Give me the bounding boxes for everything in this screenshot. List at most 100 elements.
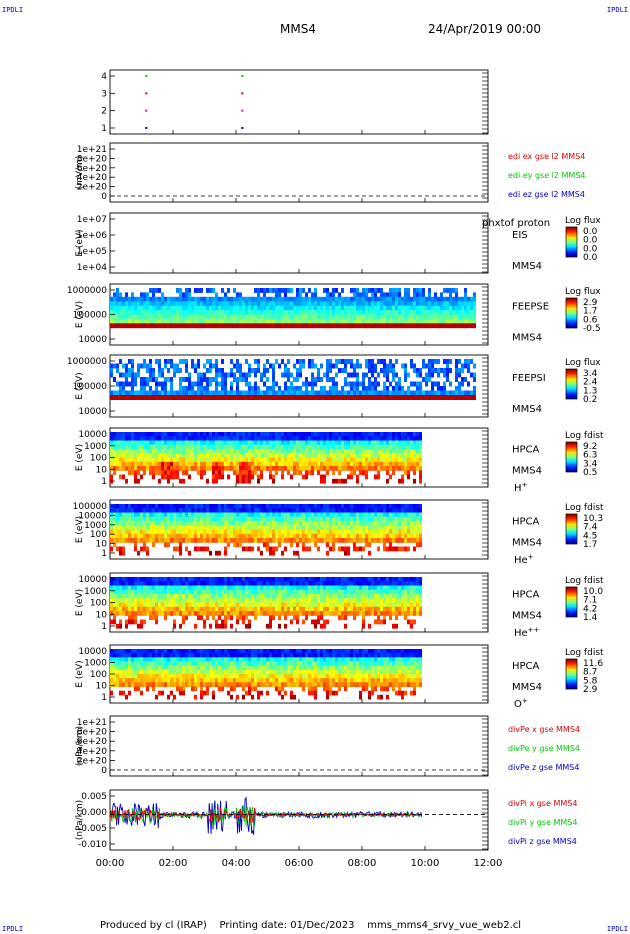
feepsi-heatmap-cell <box>233 377 236 382</box>
hpca-he-heatmap-cell <box>230 525 233 531</box>
feepse-heatmap-cell <box>365 314 368 320</box>
hpca-h-heatmap-cell <box>128 461 131 467</box>
hpca-h-ytick-label: 100 <box>90 454 107 464</box>
feepsi-heatmap-cell <box>299 372 302 378</box>
hpca-hepp-heatmap-cell <box>269 606 272 612</box>
feepse-heatmap-cell <box>176 305 179 311</box>
feepse-heatmap-cell <box>299 301 302 307</box>
hpca-he-heatmap-cell <box>302 521 305 526</box>
hpca-he-heatmap-cell <box>206 504 209 509</box>
feepsi-heatmap-cell <box>125 377 128 382</box>
hpca-he-heatmap-cell <box>395 533 398 539</box>
hpca-he-heatmap-cell <box>242 516 245 522</box>
hpca-hepp-heatmap-cell <box>170 577 173 582</box>
hpca-he-heatmap-cell <box>266 504 269 509</box>
feepsi-heatmap-cell <box>395 372 398 378</box>
hpca-hepp-heatmap-cell <box>161 594 164 599</box>
hpca-hepp-heatmap-cell <box>287 585 290 591</box>
hpca-he-heatmap-cell <box>266 508 269 514</box>
hpca-h-heatmap-cell <box>125 457 128 463</box>
feepse-heatmap-cell <box>278 292 281 298</box>
feepse-heatmap-cell <box>182 318 185 324</box>
hpca-he-heatmap-cell <box>413 538 416 543</box>
hpca-hepp-heatmap-cell <box>137 594 140 599</box>
hpca-hepp-heatmap-cell <box>311 598 314 604</box>
hpca-he-heatmap-cell <box>365 525 368 531</box>
hpca-hepp-heatmap-cell <box>221 585 224 591</box>
feepse-heatmap-cell <box>281 305 284 311</box>
feepse-heatmap-cell <box>158 296 161 302</box>
hpca-he-heatmap-cell <box>416 538 419 543</box>
hpca-hepp-heatmap-cell <box>194 623 197 629</box>
hpca-hepp-heatmap-cell <box>275 602 278 608</box>
feepsi-heatmap-cell <box>161 395 164 400</box>
feepse-heatmap-cell <box>278 323 281 329</box>
hpca-he-heatmap-cell <box>296 508 299 514</box>
hpca-hepp-heatmap-cell <box>128 577 131 582</box>
feepse-heatmap-cell <box>323 318 326 324</box>
hpca-he-heatmap-cell <box>119 504 122 509</box>
hpca-he-heatmap-cell <box>203 529 206 535</box>
feepsi-heatmap-cell <box>263 381 266 387</box>
hpca-h-heatmap-cell <box>173 461 176 467</box>
hpca-hepp-heatmap-cell <box>335 611 338 616</box>
hpca-he-heatmap-cell <box>299 533 302 539</box>
feepse-heatmap-cell <box>416 296 419 302</box>
hpca-h-heatmap-cell <box>398 449 401 454</box>
hpca-h-heatmap-cell <box>203 470 206 476</box>
hpca-he-heatmap-cell <box>194 512 197 518</box>
hpca-h-heatmap-cell <box>332 457 335 463</box>
hpca-h-heatmap-cell <box>239 453 242 459</box>
hpca-h-heatmap-cell <box>323 457 326 463</box>
hpca-he-heatmap-cell <box>338 538 341 543</box>
hpca-h-heatmap-cell <box>380 453 383 459</box>
hpca-he-heatmap-cell <box>296 538 299 543</box>
feepse-heatmap-cell <box>143 323 146 329</box>
feepse-heatmap-cell <box>455 310 458 315</box>
hpca-he-heatmap-cell <box>209 550 212 556</box>
feepsi-heatmap-cell <box>203 386 206 391</box>
hpca-he-heatmap-cell <box>323 508 326 514</box>
hpca-hepp-heatmap-cell <box>368 581 371 587</box>
hpca-he-heatmap-cell <box>395 529 398 535</box>
hpca-h-heatmap-cell <box>155 466 158 471</box>
hpca-he-species-label: He+ <box>514 553 534 566</box>
hpca-he-heatmap-cell <box>257 516 260 522</box>
hpca-he-heatmap-cell <box>302 525 305 531</box>
feepse-heatmap-cell <box>113 301 116 307</box>
feepse-heatmap-cell <box>434 305 437 311</box>
hpca-he-heatmap-cell <box>377 516 380 522</box>
hpca-hepp-heatmap-cell <box>275 585 278 591</box>
feepse-heatmap-cell <box>359 323 362 329</box>
feepsi-heatmap-cell <box>248 372 251 378</box>
feepsi-heatmap-cell <box>470 395 473 400</box>
feepse-heatmap-cell <box>125 292 128 298</box>
feepse-heatmap-cell <box>161 305 164 311</box>
feepse-heatmap-cell <box>197 314 200 320</box>
feepse-heatmap-cell <box>293 310 296 315</box>
hpca-he-heatmap-cell <box>149 504 152 509</box>
feepse-heatmap-cell <box>452 314 455 320</box>
hpca-he-heatmap-cell <box>125 512 128 518</box>
hpca-hepp-heatmap-cell <box>155 594 158 599</box>
edi-ytick-label: 0 <box>101 192 107 202</box>
hpca-hepp-heatmap-cell <box>176 602 179 608</box>
hpca-he-heatmap-cell <box>275 504 278 509</box>
hpca-hepp-heatmap-cell <box>236 619 239 625</box>
hpca-he-heatmap-cell <box>158 512 161 518</box>
feepse-heatmap-cell <box>290 314 293 320</box>
hpca-he-heatmap-cell <box>353 508 356 514</box>
hpca-h-heatmap-cell <box>182 457 185 463</box>
hpca-he-heatmap-cell <box>263 516 266 522</box>
feepse-heatmap-cell <box>251 323 254 329</box>
hpca-h-heatmap-cell <box>218 457 221 463</box>
burst-point <box>145 109 148 112</box>
feepse-heatmap-cell <box>437 323 440 329</box>
feepse-heatmap-cell <box>323 323 326 329</box>
hpca-hepp-heatmap-cell <box>203 594 206 599</box>
hpca-hepp-heatmap-cell <box>338 577 341 582</box>
feepsi-heatmap-cell <box>458 368 461 373</box>
feepsi-heatmap-cell <box>302 381 305 387</box>
hpca-h-heatmap-cell <box>299 436 302 442</box>
feepsi-heatmap-cell <box>329 377 332 382</box>
